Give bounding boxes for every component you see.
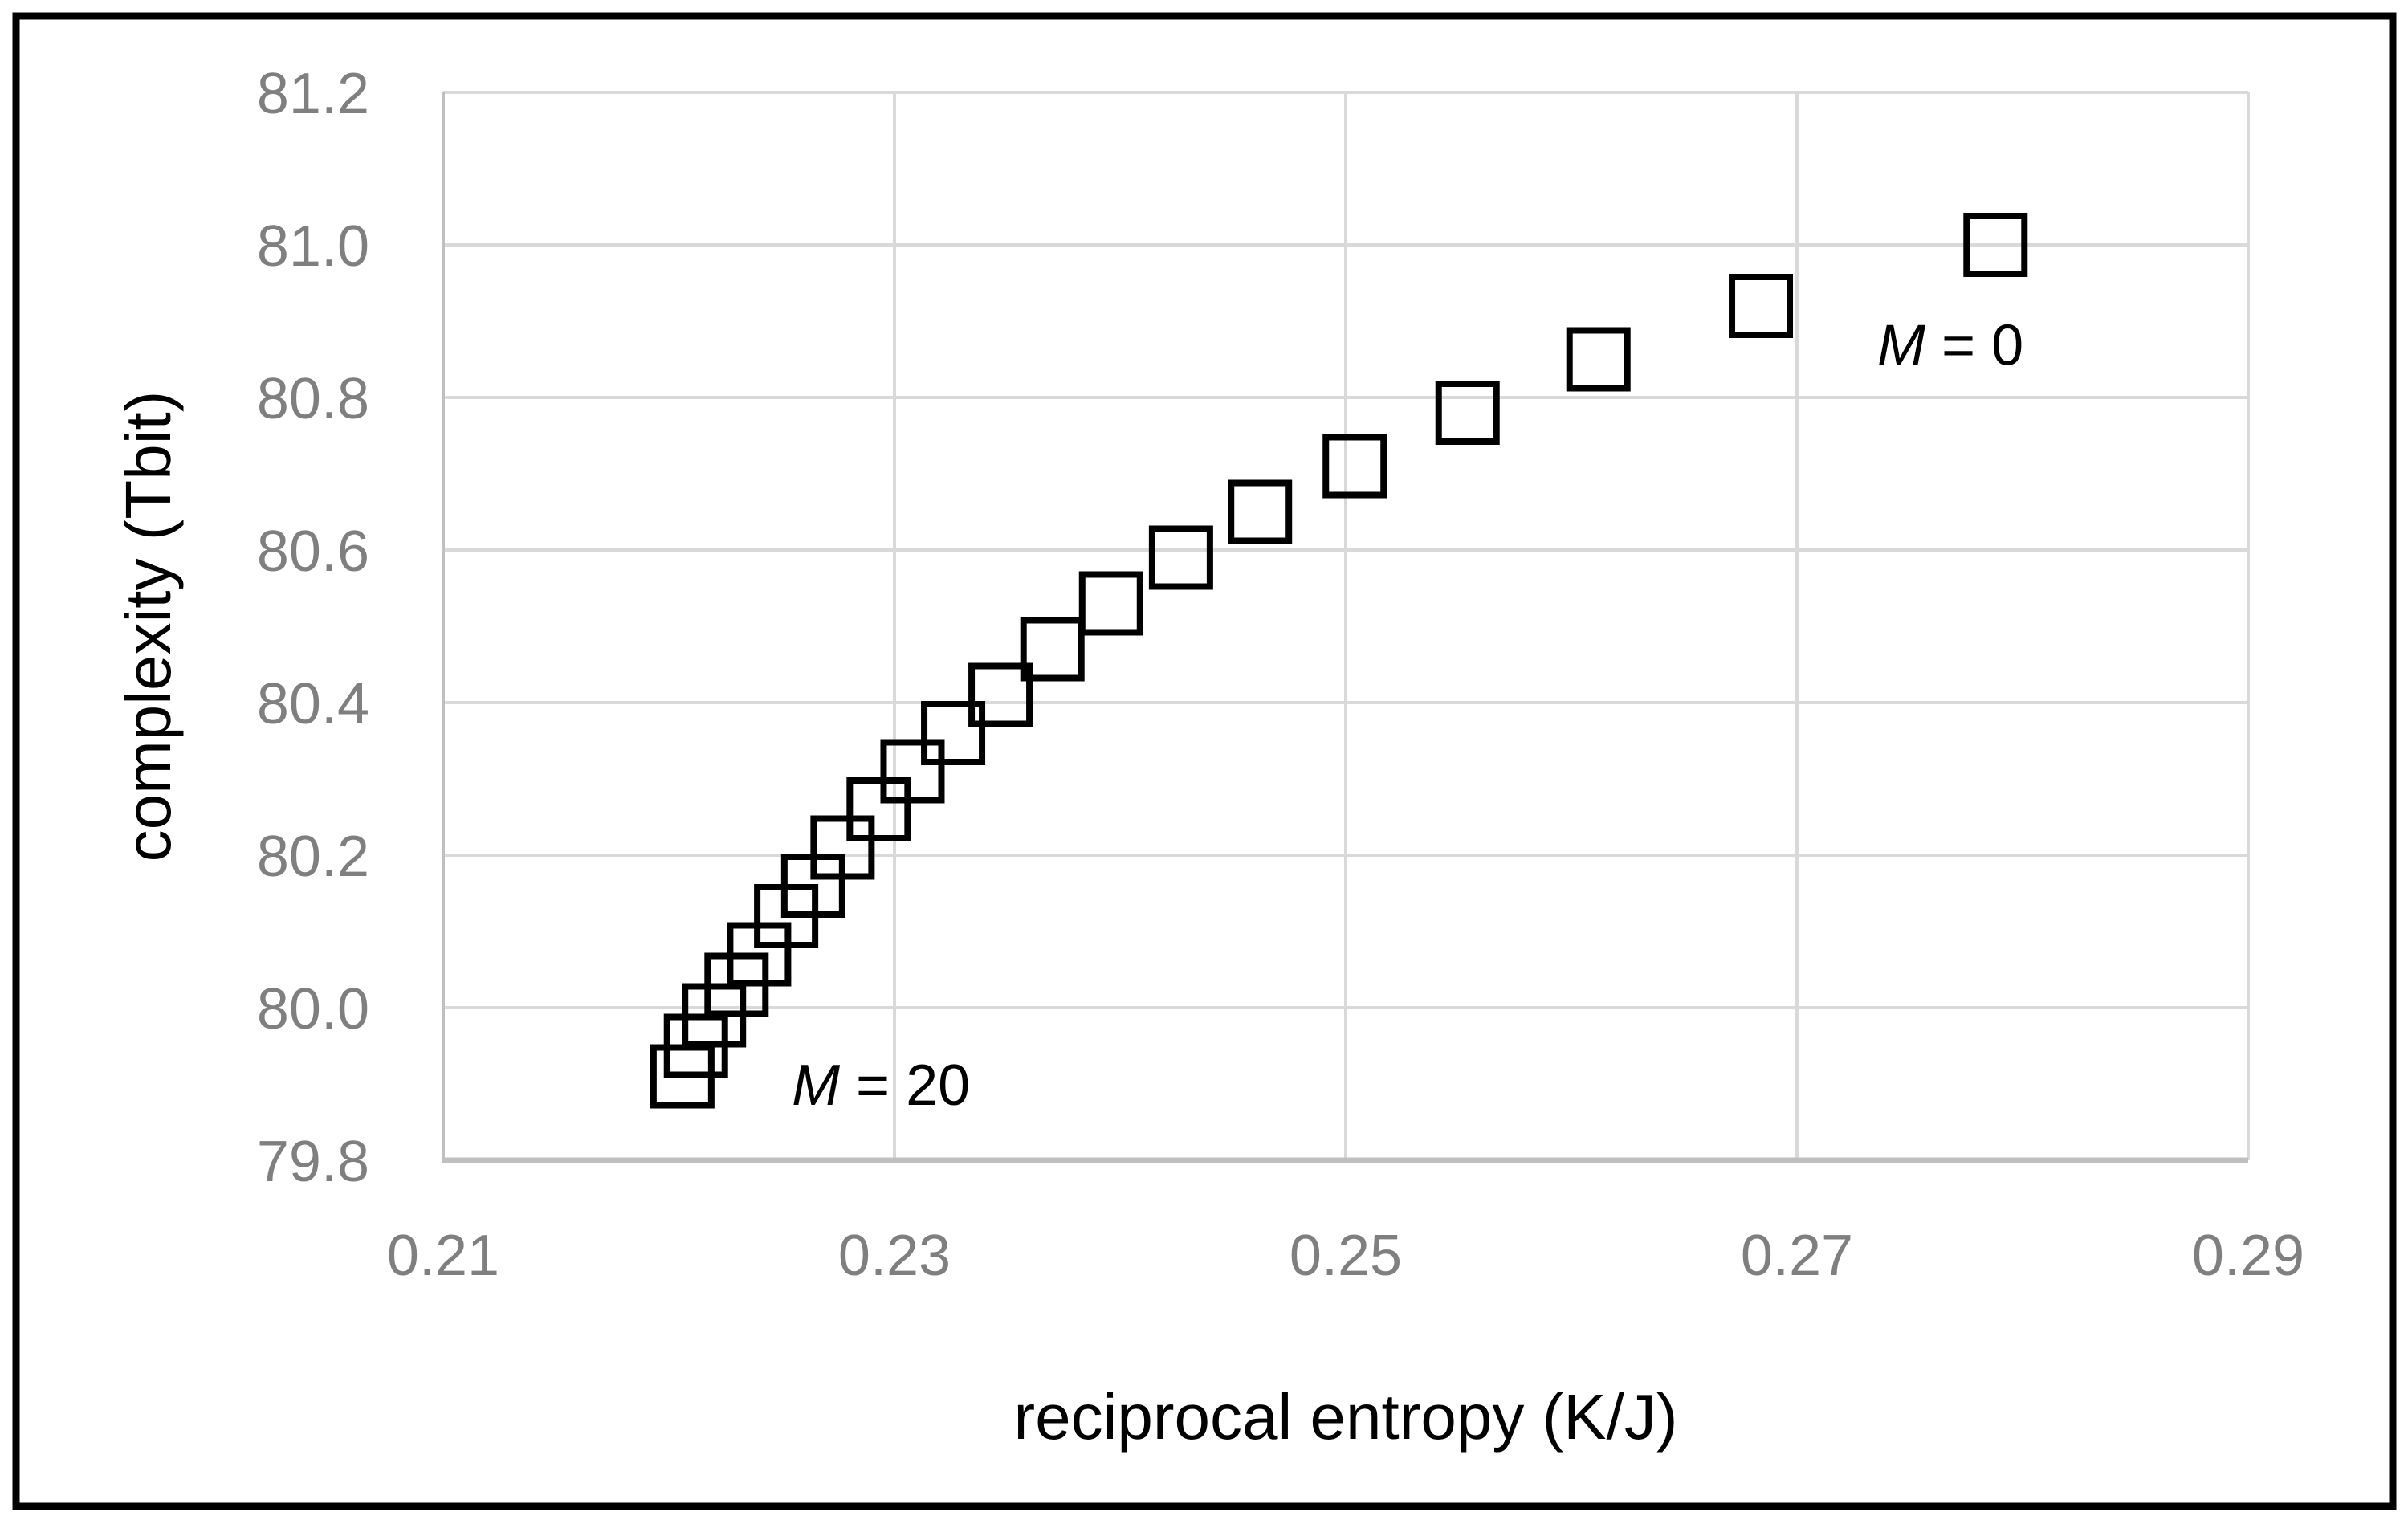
data-point-marker bbox=[846, 777, 911, 841]
series-annotations: M = 0M = 20 bbox=[792, 314, 2023, 1119]
y-tick-label: 81.0 bbox=[257, 214, 369, 279]
data-point-marker bbox=[1963, 213, 2028, 277]
x-axis-title: reciprocal entropy (K/J) bbox=[1014, 1381, 1678, 1453]
axis-lines bbox=[442, 92, 2248, 1163]
y-tick-label: 79.8 bbox=[257, 1130, 369, 1194]
y-tick-label: 80.6 bbox=[257, 520, 369, 584]
y-tick-label: 80.0 bbox=[257, 977, 369, 1041]
y-axis-title: complexity (Tbit) bbox=[112, 391, 184, 862]
data-point-marker bbox=[1228, 479, 1293, 544]
figure-border-frame bbox=[12, 12, 2397, 1510]
x-tick-label: 0.21 bbox=[387, 1224, 499, 1288]
data-point-marker bbox=[1322, 434, 1387, 499]
series-label: M = 20 bbox=[792, 1053, 970, 1118]
series-label-variable: M bbox=[792, 1053, 840, 1118]
series-label-value: = 0 bbox=[1925, 314, 2023, 378]
data-point-markers bbox=[650, 213, 2028, 1109]
data-point-marker bbox=[1020, 617, 1085, 682]
series-label-variable: M bbox=[1877, 314, 1925, 378]
x-tick-label: 0.27 bbox=[1741, 1224, 1853, 1288]
x-tick-label: 0.23 bbox=[838, 1224, 951, 1288]
y-tick-label: 80.8 bbox=[257, 367, 369, 431]
series-label: M = 0 bbox=[1877, 314, 2023, 378]
data-point-marker bbox=[968, 662, 1033, 727]
data-point-marker bbox=[1729, 274, 1794, 338]
data-point-marker bbox=[921, 701, 986, 765]
data-point-marker bbox=[1078, 571, 1143, 636]
y-tick-label: 80.2 bbox=[257, 825, 369, 889]
gridlines bbox=[443, 91, 2250, 1160]
data-point-marker bbox=[1148, 525, 1213, 590]
data-point-marker bbox=[1435, 381, 1500, 445]
data-point-marker bbox=[650, 1044, 715, 1109]
y-tick-label: 80.4 bbox=[257, 672, 369, 736]
series-label-value: = 20 bbox=[840, 1053, 970, 1118]
y-tick-label: 81.2 bbox=[257, 62, 369, 126]
data-point-marker bbox=[1566, 327, 1631, 392]
data-point-marker bbox=[880, 739, 945, 804]
tick-labels: 79.8 80.0 80.2 80.4 80.6 80.8 81.0 81.2 0.21 0.23… bbox=[257, 62, 2304, 1288]
x-tick-label: 0.29 bbox=[2192, 1224, 2304, 1288]
x-tick-label: 0.25 bbox=[1290, 1224, 1402, 1288]
